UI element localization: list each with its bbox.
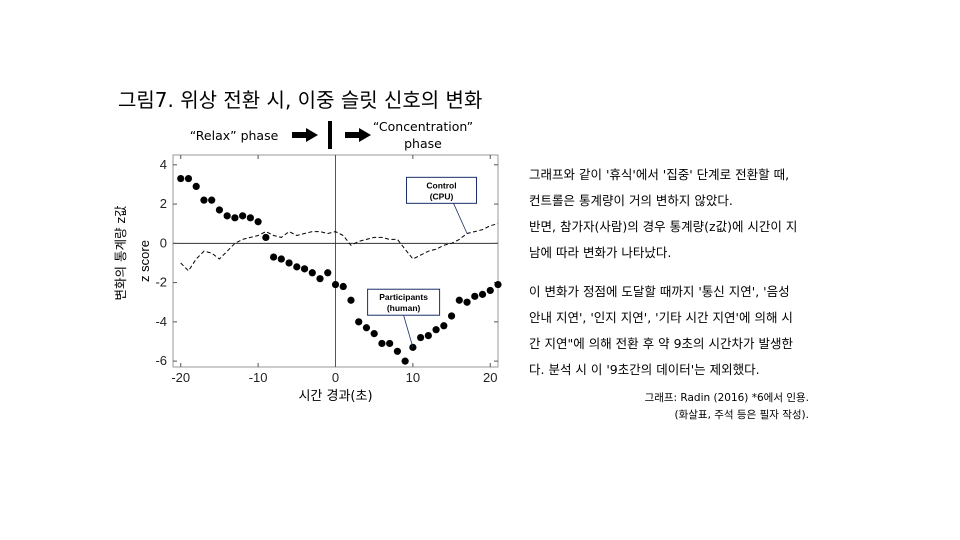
source-line-2: (화살표, 주석 등은 필자 작성). xyxy=(674,409,809,421)
z-score-chart: -20 -10 0 10 20-6-4-2024Control(CPU)Particip… xyxy=(113,154,502,404)
participant-data-point xyxy=(417,333,425,342)
y-axis-label-zscore: z score xyxy=(137,240,152,282)
participant-data-point xyxy=(316,275,324,283)
x-tick-label: 10 xyxy=(406,370,420,385)
participant-data-point xyxy=(239,212,247,220)
annotation-label-line-1: Participants xyxy=(379,292,428,302)
participant-data-point xyxy=(393,347,402,355)
y-axis-label-korean: 변화의 통계량 z값 xyxy=(113,205,128,301)
participant-data-point xyxy=(254,218,262,226)
description-line: 그래프와 같이 '휴식'에서 '집중' 단계로 전환할 때, xyxy=(529,167,790,182)
participant-data-point xyxy=(208,196,216,204)
participant-data-point xyxy=(300,265,309,273)
participant-data-point xyxy=(215,206,224,214)
y-tick-label: -4 xyxy=(155,314,167,329)
participant-data-point xyxy=(478,290,487,298)
phase-divider xyxy=(328,121,332,149)
source-citation: 그래프: Radin (2016) *6에서 인용. (화살표, 주석 등은 필… xyxy=(549,390,809,424)
x-tick-label: -10 xyxy=(249,370,268,385)
annotation-pointer-line xyxy=(453,203,468,234)
participant-data-point xyxy=(277,255,285,263)
right-arrow-icon xyxy=(345,128,371,142)
participant-data-point xyxy=(223,212,231,220)
control-cpu-series-line xyxy=(180,223,499,272)
participant-data-point xyxy=(424,331,432,340)
description-line: 컨트롤은 통계량이 거의 변하지 않았다. xyxy=(529,193,733,208)
right-arrow-icon xyxy=(292,128,318,142)
participant-data-point xyxy=(471,292,479,300)
participant-data-point xyxy=(378,339,386,348)
description-line: 이 변화가 정점에 도달할 때까지 '통신 지연', '음성 xyxy=(529,284,790,299)
participant-data-point xyxy=(347,296,355,304)
participant-data-point xyxy=(246,214,254,222)
participant-data-point xyxy=(463,298,471,306)
participant-data-point xyxy=(432,326,440,334)
annotation-pointer-line xyxy=(403,315,414,348)
participant-data-point xyxy=(362,324,371,332)
participant-data-point xyxy=(331,280,340,289)
participant-data-point xyxy=(231,214,239,222)
y-tick-label: 2 xyxy=(160,196,167,211)
participant-data-point xyxy=(401,357,409,365)
annotation-label-line-2: (CPU) xyxy=(430,191,454,201)
concentration-phase-line-2: phase xyxy=(404,136,442,151)
description-paragraph-2: 이 변화가 정점에 도달할 때까지 '통신 지연', '음성 안내 지연', '… xyxy=(529,279,819,383)
relax-phase-label: “Relax” phase xyxy=(189,128,279,143)
participant-data-point xyxy=(455,296,463,304)
x-tick-label: 20 xyxy=(483,370,497,385)
description-line: 다. 분석 시 이 '9초간의 데이터'는 제외했다. xyxy=(529,362,760,377)
y-tick-label: 0 xyxy=(160,235,167,250)
participant-data-point xyxy=(494,280,502,289)
participant-data-point xyxy=(192,182,200,191)
participant-data-point xyxy=(440,322,448,330)
description-line: 간 지연"에 의해 전환 후 약 9초의 시간차가 발생한 xyxy=(529,336,793,351)
participant-data-point xyxy=(447,312,456,320)
annotation-box xyxy=(406,176,478,204)
y-tick-label: -6 xyxy=(155,353,167,368)
participant-data-point xyxy=(184,174,193,183)
concentration-phase-line-1: “Concentration” xyxy=(372,119,474,134)
participant-data-point xyxy=(177,174,185,183)
participant-data-point xyxy=(285,259,293,267)
participant-data-point xyxy=(355,318,363,326)
source-line-1: 그래프: Radin (2016) *6에서 인용. xyxy=(644,392,809,404)
participant-data-point xyxy=(269,253,278,261)
x-tick-label: 0 xyxy=(332,370,339,385)
description-line: 안내 지연', '인지 지연', '기타 시간 지연'에 의해 시 xyxy=(529,310,793,325)
y-tick-label: 4 xyxy=(160,157,167,172)
participant-data-point xyxy=(486,286,494,295)
participant-data-point xyxy=(200,196,208,204)
participant-data-point xyxy=(324,269,332,277)
concentration-phase-label: “Concentration” phase xyxy=(364,118,482,152)
figure-title: 그림7. 위상 전환 시, 이중 슬릿 신호의 변화 xyxy=(118,88,483,112)
participant-data-point xyxy=(262,233,270,242)
annotation-label-line-1: Control xyxy=(426,180,456,190)
participant-data-point xyxy=(308,269,316,277)
annotation-box xyxy=(367,288,441,316)
description-line: 남에 따라 변화가 나타났다. xyxy=(529,245,672,260)
participant-data-point xyxy=(386,339,394,348)
annotation-label-line-2: (human) xyxy=(387,303,421,313)
x-tick-label: -20 xyxy=(171,370,190,385)
participant-data-point xyxy=(370,330,378,338)
x-axis-label: 시간 경과(초) xyxy=(298,389,372,404)
y-tick-label: -2 xyxy=(155,275,167,290)
description-paragraph-1: 그래프와 같이 '휴식'에서 '집중' 단계로 전환할 때, 컨트롤은 통계량이… xyxy=(529,162,819,266)
participant-data-point xyxy=(293,263,301,271)
participant-data-point xyxy=(339,282,347,291)
description-line: 반면, 참가자(사람)의 경우 통계량(z값)에 시간이 지 xyxy=(529,219,798,234)
